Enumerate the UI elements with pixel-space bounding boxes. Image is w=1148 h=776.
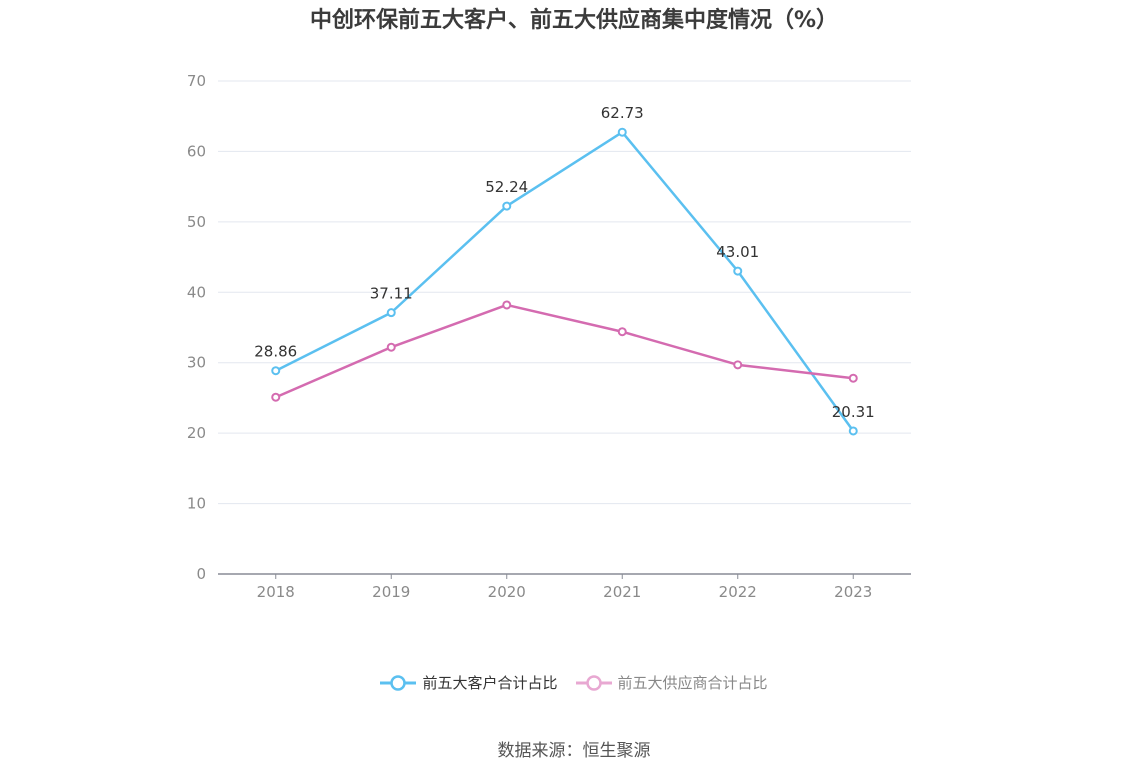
legend-item-customers[interactable]: 前五大客户合计占比 [380, 672, 558, 693]
legend: 前五大客户合计占比 前五大供应商合计占比 [0, 672, 1148, 693]
y-tick-label: 0 [196, 565, 206, 583]
data-label: 52.24 [485, 178, 528, 196]
data-point [617, 327, 627, 337]
data-label: 28.86 [254, 343, 297, 361]
data-point [271, 366, 281, 376]
x-tick-label: 2020 [488, 583, 526, 601]
data-point [386, 342, 396, 352]
x-tick-label: 2019 [372, 583, 410, 601]
series-line-1 [275, 303, 854, 399]
y-tick-label: 20 [187, 424, 206, 442]
data-point [733, 266, 743, 276]
data-point [617, 127, 627, 137]
line-chart: 0 10 20 30 40 50 60 70 2018 2019 2020 2021 2022 2023… [187, 72, 911, 601]
data-label: 62.73 [601, 104, 644, 122]
data-point [386, 308, 396, 318]
y-tick-label: 50 [187, 213, 206, 231]
data-labels: 28.86 37.11 52.24 62.73 43.01 20.31 [254, 104, 874, 421]
x-axis: 2018 2019 2020 2021 2022 2023 [218, 573, 911, 601]
legend-marker-suppliers-icon [575, 674, 612, 691]
data-label: 37.11 [370, 285, 413, 303]
data-point [733, 360, 743, 370]
data-point [502, 300, 512, 310]
y-tick-label: 10 [187, 495, 206, 513]
series-layer [271, 127, 858, 436]
x-tick-label: 2018 [257, 583, 295, 601]
data-point [271, 392, 281, 402]
source-note: 数据来源：恒生聚源 [497, 741, 651, 761]
legend-marker-customers-icon [380, 674, 417, 691]
y-tick-label: 40 [187, 283, 206, 301]
legend-label-customers: 前五大客户合计占比 [422, 674, 558, 692]
y-tick-label: 30 [187, 354, 206, 372]
data-point [848, 373, 858, 383]
data-label: 43.01 [716, 243, 759, 261]
chart-title: 中创环保前五大客户、前五大供应商集中度情况（%） [309, 8, 839, 33]
y-tick-label: 60 [187, 142, 206, 160]
x-tick-label: 2022 [719, 583, 757, 601]
data-point [502, 201, 512, 211]
series-line-0 [275, 130, 855, 432]
grid-lines [218, 80, 911, 505]
legend-item-suppliers[interactable]: 前五大供应商合计占比 [575, 672, 768, 693]
data-point [848, 426, 858, 436]
data-label: 20.31 [832, 403, 875, 421]
x-tick-label: 2023 [834, 583, 872, 601]
y-axis: 0 10 20 30 40 50 60 70 [187, 72, 206, 583]
x-tick-label: 2021 [603, 583, 641, 601]
y-tick-label: 70 [187, 72, 206, 90]
legend-label-suppliers: 前五大供应商合计占比 [617, 674, 768, 692]
